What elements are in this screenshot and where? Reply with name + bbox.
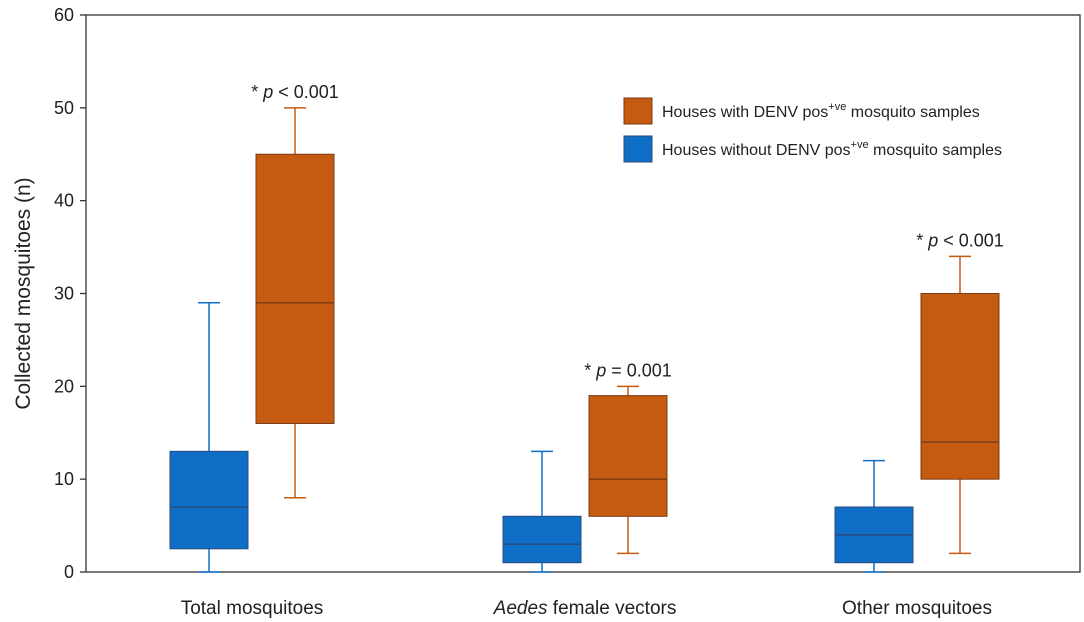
y-tick-label-10: 10	[54, 469, 74, 489]
box-s0-c0	[169, 302, 249, 573]
significance-label-0: * p < 0.001	[251, 82, 339, 102]
box-series	[169, 107, 1000, 573]
significance-label-2: * p < 0.001	[916, 230, 1004, 250]
box-s0-c1	[502, 450, 582, 573]
significance-label-1: * p = 0.001	[584, 360, 672, 380]
category-label-2: Other mosquitoes	[842, 598, 992, 619]
significance-annotations: * p < 0.001 * p = 0.001 * p < 0.001	[251, 82, 1004, 381]
category-label-1: Aedes female vectors	[493, 598, 677, 619]
box-s1-c1	[588, 385, 668, 555]
legend-swatch-0	[623, 135, 653, 163]
legend: Houses with DENV pos+ve mosquito samples…	[623, 97, 1002, 163]
y-tick-label-60: 60	[54, 5, 74, 25]
legend-swatch-1	[623, 97, 653, 125]
box-iqr	[255, 153, 335, 424]
category-label-0: Total mosquitoes	[181, 598, 324, 619]
box-iqr	[502, 515, 582, 564]
y-axis-label: Collected mosquitoes (n)	[12, 177, 35, 409]
box-iqr	[588, 395, 668, 517]
axes: 0 10 20 30 40 50 60 Collected mosquitoes (n) Tot…	[12, 5, 1081, 619]
y-tick-label-30: 30	[54, 284, 74, 304]
y-tick-label-20: 20	[54, 376, 74, 396]
box-s0-c2	[834, 459, 914, 573]
box-iqr	[169, 450, 249, 550]
y-tick-label-40: 40	[54, 191, 74, 211]
y-tick-label-50: 50	[54, 98, 74, 118]
y-tick-label-0: 0	[64, 562, 74, 582]
legend-label-1: Houses with DENV pos+ve mosquito samples	[662, 101, 980, 121]
box-s1-c0	[255, 107, 335, 499]
box-s1-c2	[920, 255, 1000, 555]
box-iqr	[920, 293, 1000, 480]
legend-label-0: Houses without DENV pos+ve mosquito samp…	[662, 139, 1002, 159]
